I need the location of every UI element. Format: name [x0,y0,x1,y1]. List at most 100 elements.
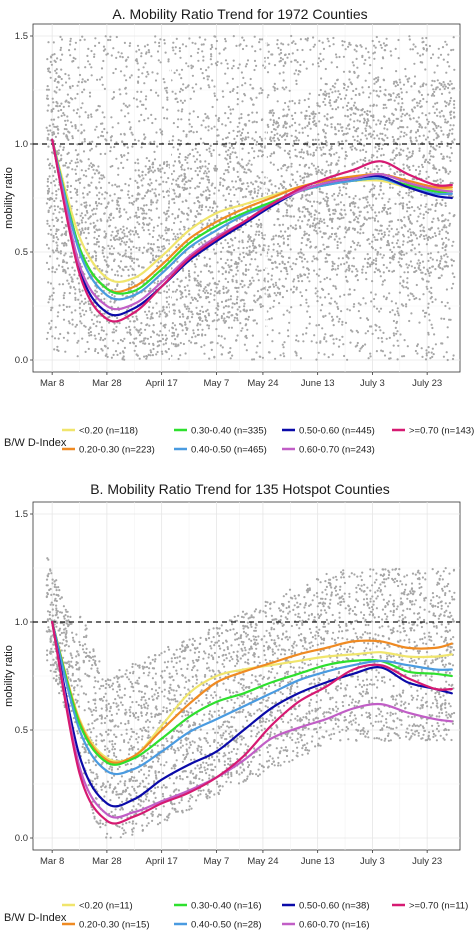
county-point [179,341,182,345]
county-point [400,257,403,260]
county-point [78,73,82,77]
county-point [406,164,409,167]
county-point [224,37,227,41]
county-point [284,138,287,141]
county-point [128,331,132,335]
county-point [366,261,369,264]
county-point [364,332,367,335]
county-point [163,290,166,293]
county-point [421,271,424,274]
county-point [322,58,325,61]
county-point [151,201,154,204]
county-point [271,191,274,194]
county-point [145,75,148,78]
county-point [400,226,403,229]
county-point [415,131,418,134]
county-point [69,190,72,194]
county-point [284,101,287,105]
county-point [90,49,93,53]
county-point [285,86,288,89]
county-point [432,164,435,167]
county-point [323,336,326,339]
county-point [124,104,127,107]
county-point [315,358,318,361]
county-point [277,124,280,127]
county-point [118,236,121,239]
county-point [329,334,332,337]
county-point [264,66,267,70]
county-point [115,157,118,160]
county-point [50,306,53,309]
county-point [288,311,291,314]
county-point [107,38,110,42]
county-point [104,138,107,141]
county-point [448,307,451,310]
county-point [302,340,305,343]
county-point [329,217,332,220]
county-point [339,123,342,126]
county-point [260,194,263,198]
county-point [192,332,195,335]
county-point [120,109,123,112]
county-point [367,217,371,220]
county-point [273,133,276,137]
county-point [63,291,66,295]
county-point [330,145,333,148]
county-point [282,352,285,355]
county-point [282,164,285,168]
county-point [425,210,428,213]
county-point [194,265,197,268]
county-point [428,158,431,161]
county-point [276,210,279,213]
county-point [376,170,379,173]
county-point [100,347,103,351]
county-point [108,224,111,227]
county-point [381,350,384,353]
county-point [356,244,359,247]
county-point [306,223,309,226]
county-point [197,293,200,296]
county-point [159,61,162,64]
county-point [251,358,254,361]
county-point [442,85,445,88]
county-point [140,146,143,149]
county-point [445,230,448,233]
county-point [403,216,406,219]
county-point [188,320,191,323]
county-point [179,232,182,235]
county-point [51,97,54,100]
county-point [213,125,216,128]
county-point [231,354,234,357]
county-point [162,245,165,248]
county-point [46,331,50,334]
county-point [251,87,254,90]
county-point [412,232,415,235]
county-point [358,120,361,123]
county-point [287,108,291,111]
county-point [327,92,331,95]
county-point [157,280,160,283]
county-point [306,134,310,137]
county-point [95,125,98,128]
county-point [411,152,414,155]
county-point [402,240,405,243]
county-point [195,342,198,345]
county-point [199,167,202,170]
county-point [389,311,392,314]
county-point [181,329,184,332]
county-point [209,47,212,51]
county-point [444,249,447,252]
county-point [174,290,177,293]
county-point [255,96,258,99]
county-point [313,123,316,126]
county-point [288,321,291,324]
county-point [418,135,421,138]
county-point [93,334,96,337]
county-point [399,333,402,336]
county-point [117,167,120,170]
county-point [142,216,145,219]
county-point [82,196,85,199]
county-point [159,168,162,171]
county-point [395,321,398,325]
county-point [121,189,124,192]
